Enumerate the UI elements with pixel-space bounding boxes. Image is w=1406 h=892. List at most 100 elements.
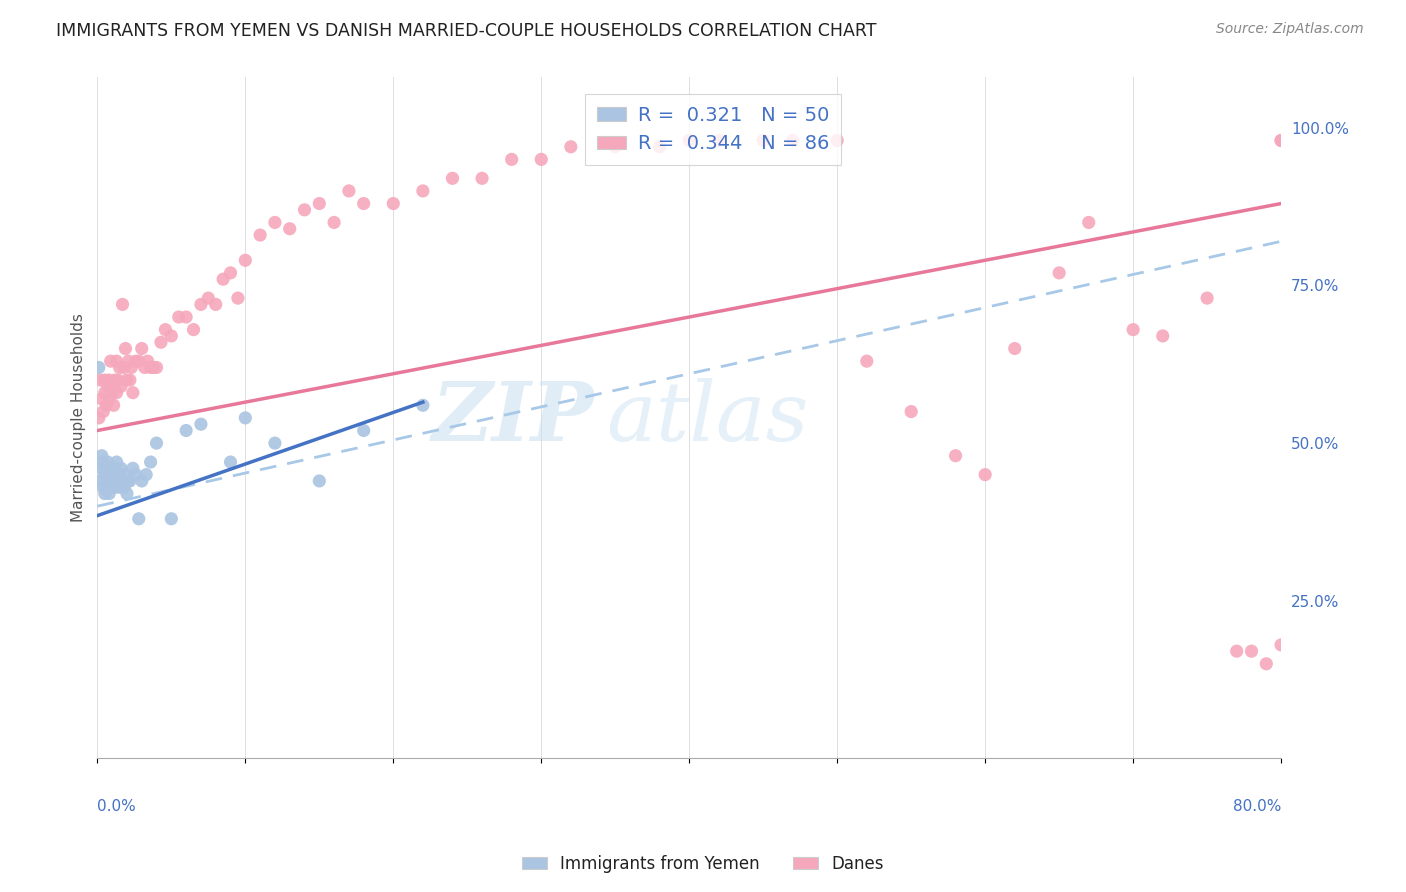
Point (412, 184, 434, 198)
Point (104, 461, 127, 475)
Point (111, 297, 134, 311)
Point (648, 140, 671, 154)
Point (97, 480, 120, 494)
Point (530, 153, 553, 167)
Point (131, 342, 153, 356)
Point (219, 455, 242, 469)
Point (353, 424, 375, 438)
Point (945, 449, 967, 463)
Point (115, 486, 138, 500)
Point (1270, 638, 1292, 652)
Point (174, 424, 197, 438)
Point (471, 171, 494, 186)
Point (212, 272, 235, 286)
Point (233, 253, 256, 268)
Point (90, 461, 112, 475)
Point (118, 373, 141, 387)
Point (101, 461, 124, 475)
Point (382, 196, 405, 211)
Point (100, 480, 122, 494)
Point (249, 228, 271, 243)
Point (103, 398, 125, 412)
Point (108, 467, 131, 482)
Text: ZIP: ZIP (432, 378, 595, 458)
Point (160, 512, 183, 526)
Point (278, 221, 301, 235)
Point (782, 133, 804, 147)
Point (142, 360, 165, 375)
Point (98, 373, 121, 387)
Point (219, 266, 242, 280)
Point (412, 398, 434, 412)
Point (118, 474, 141, 488)
Y-axis label: Married-couple Households: Married-couple Households (72, 313, 86, 523)
Legend: R =  0.321   N = 50, R =  0.344   N = 86: R = 0.321 N = 50, R = 0.344 N = 86 (585, 94, 841, 165)
Point (101, 385, 124, 400)
Point (97, 455, 120, 469)
Point (1256, 657, 1278, 671)
Point (136, 354, 159, 368)
Point (96, 398, 118, 412)
Point (135, 467, 157, 482)
Point (114, 467, 136, 482)
Point (139, 455, 162, 469)
Point (560, 140, 582, 154)
Point (87, 360, 110, 375)
Point (145, 436, 167, 450)
Point (87, 410, 110, 425)
Point (98, 474, 121, 488)
Point (100, 354, 122, 368)
Point (155, 323, 177, 337)
Point (101, 480, 124, 494)
Point (900, 404, 922, 418)
Point (111, 474, 134, 488)
Point (353, 196, 375, 211)
Point (1226, 644, 1249, 658)
Point (149, 335, 172, 350)
Point (308, 474, 330, 488)
Point (707, 133, 730, 147)
Point (103, 474, 125, 488)
Point (855, 354, 877, 368)
Point (1047, 266, 1070, 280)
Point (89, 474, 111, 488)
Point (233, 410, 256, 425)
Point (94, 486, 117, 500)
Point (100, 467, 122, 482)
Point (128, 354, 150, 368)
Point (190, 297, 212, 311)
Point (1197, 291, 1219, 305)
Point (121, 385, 143, 400)
Point (114, 342, 136, 356)
Point (94, 467, 117, 482)
Point (605, 140, 627, 154)
Point (323, 215, 346, 229)
Text: 0.0%: 0.0% (97, 799, 136, 814)
Point (294, 202, 316, 217)
Point (98, 392, 121, 406)
Point (104, 480, 127, 494)
Point (197, 291, 219, 305)
Text: IMMIGRANTS FROM YEMEN VS DANISH MARRIED-COUPLE HOUSEHOLDS CORRELATION CHART: IMMIGRANTS FROM YEMEN VS DANISH MARRIED-… (56, 22, 877, 40)
Point (91, 455, 114, 469)
Point (1077, 215, 1099, 229)
Point (1004, 342, 1026, 356)
Point (105, 354, 128, 368)
Point (264, 215, 287, 229)
Point (1240, 644, 1263, 658)
Point (139, 360, 162, 375)
Point (825, 133, 848, 147)
Point (204, 297, 226, 311)
Point (1122, 323, 1144, 337)
Point (131, 474, 153, 488)
Point (1152, 329, 1174, 343)
Point (91, 480, 114, 494)
Point (107, 474, 129, 488)
Point (174, 310, 197, 324)
Point (105, 455, 128, 469)
Point (160, 329, 183, 343)
Text: Source: ZipAtlas.com: Source: ZipAtlas.com (1216, 22, 1364, 37)
Point (183, 323, 205, 337)
Legend: Immigrants from Yemen, Danes: Immigrants from Yemen, Danes (515, 848, 891, 880)
Point (1270, 133, 1292, 147)
